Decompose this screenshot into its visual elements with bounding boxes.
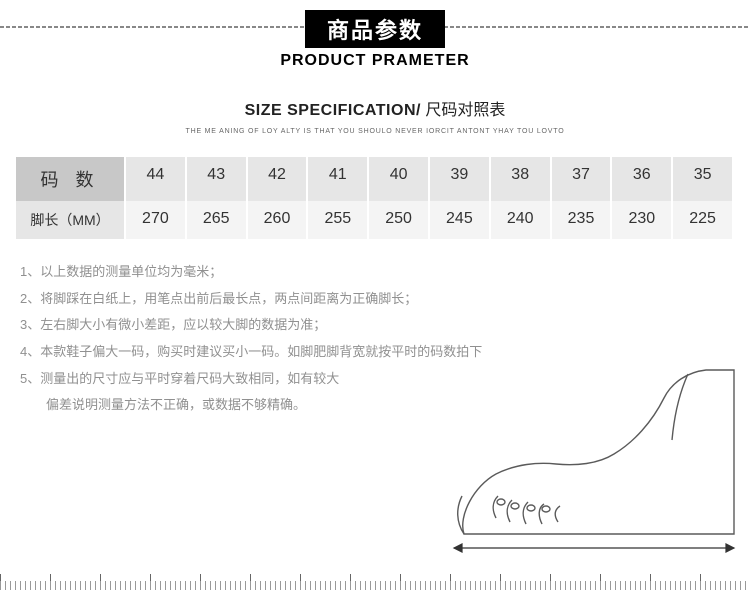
row1-header: 码 数: [16, 157, 126, 201]
size-cell: 42: [248, 157, 309, 201]
size-cell: 37: [552, 157, 613, 201]
banner-title-en: PRODUCT PRAMETER: [0, 52, 750, 70]
length-cell: 255: [308, 201, 369, 239]
section-heading-zh: 尺码对照表: [421, 102, 505, 119]
note-item: 3、左右脚大小有微小差距，应以较大脚的数据为准；: [20, 312, 730, 339]
length-cell: 245: [430, 201, 491, 239]
note-item: 1、以上数据的测量单位均为毫米；: [20, 259, 730, 286]
section-heading-en: SIZE SPECIFICATION/: [245, 102, 421, 119]
length-cell: 240: [491, 201, 552, 239]
section-heading: SIZE SPECIFICATION/ 尺码对照表: [0, 96, 750, 120]
length-cell: 235: [552, 201, 613, 239]
size-cell: 41: [308, 157, 369, 201]
length-cell: 265: [187, 201, 248, 239]
foot-icon: [438, 366, 738, 562]
size-cell: 43: [187, 157, 248, 201]
length-cell: 270: [126, 201, 187, 239]
size-table: 码 数 44 43 42 41 40 39 38 37 36 35 脚长（MM）…: [16, 157, 734, 239]
ruler-scale: [0, 572, 750, 590]
size-cell: 40: [369, 157, 430, 201]
banner-title-zh: 商品参数: [305, 10, 445, 48]
size-cell: 35: [673, 157, 734, 201]
length-cell: 250: [369, 201, 430, 239]
size-cell: 38: [491, 157, 552, 201]
size-cell: 39: [430, 157, 491, 201]
note-item: 2、将脚踩在白纸上，用笔点出前后最长点，两点间距离为正确脚长；: [20, 286, 730, 313]
banner: 商品参数: [0, 10, 750, 46]
note-item: 4、本款鞋子偏大一码，购买时建议买小一码。如脚肥脚背宽就按平时的码数拍下: [20, 339, 730, 366]
length-cell: 260: [248, 201, 309, 239]
size-cell: 36: [612, 157, 673, 201]
row2-header: 脚长（MM）: [16, 201, 126, 239]
size-cell: 44: [126, 157, 187, 201]
tagline: THE ME ANING OF LOY ALTY IS THAT YOU SHO…: [0, 128, 750, 135]
length-cell: 225: [673, 201, 734, 239]
length-cell: 230: [612, 201, 673, 239]
